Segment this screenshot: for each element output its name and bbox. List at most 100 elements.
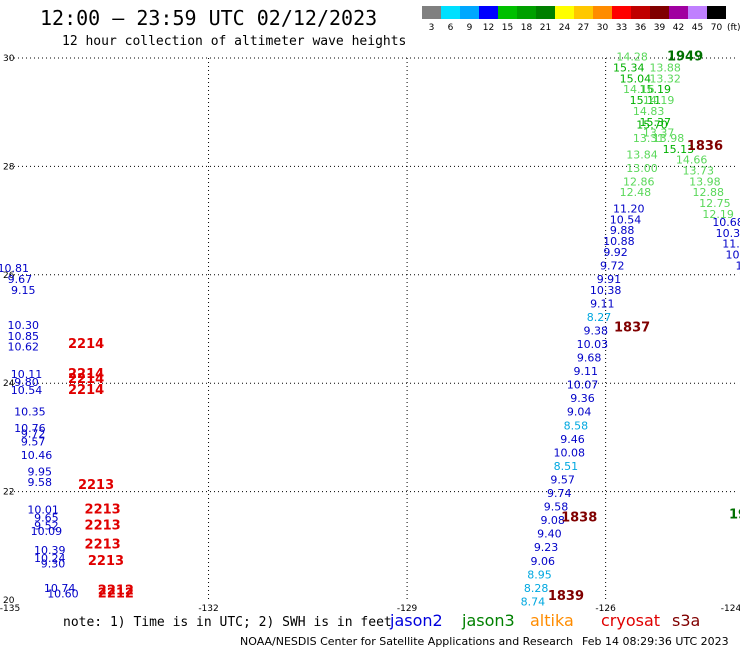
wave-height-value: 12.48 (620, 186, 652, 199)
wave-height-value: 9.52 (34, 520, 59, 533)
wave-height-value: 9.72 (21, 427, 46, 440)
legend-unit: (ft) (727, 23, 740, 33)
wave-height-value: 9.65 (34, 511, 59, 524)
satellite-name-jason3: jason3 (461, 611, 515, 630)
pass-time-label: 2214 (68, 372, 104, 387)
wave-height-value: 10.81 (0, 262, 29, 275)
plot-background (10, 58, 738, 600)
pass-time-label: 2212 (98, 584, 134, 599)
footer-timestamp: Feb 14 08:29:36 UTC 2023 (582, 635, 729, 648)
wave-height-value: 10.39 (34, 544, 66, 557)
wave-height-value: 10.85 (7, 330, 39, 343)
wave-height-value: 12.75 (699, 197, 731, 210)
wave-height-value: 9.06 (531, 555, 556, 568)
wave-height-value: 9.58 (544, 501, 569, 514)
x-tick-label: -129 (397, 604, 418, 614)
pass-time-label: 2213 (85, 502, 121, 517)
wave-height-value: 9.92 (603, 246, 628, 259)
wave-height-value: 8.28 (524, 582, 549, 595)
footer-credit: NOAA/NESDIS Center for Satellite Applica… (240, 635, 573, 648)
wave-height-value: 11.37 (722, 238, 740, 251)
legend-swatch (650, 6, 669, 19)
legend-swatch (479, 6, 498, 19)
wave-height-value: 12.19 (702, 208, 734, 221)
satellite-name-cryosat: cryosat (601, 611, 660, 630)
legend-label: 70 (711, 23, 723, 33)
wave-height-value: 13.88 (649, 62, 681, 75)
wave-height-value: 12.86 (623, 175, 655, 188)
wave-height-value: 10.60 (47, 587, 79, 600)
satellite-name-altika: altika (530, 611, 574, 630)
legend-swatch (688, 6, 707, 19)
y-tick-label: 30 (3, 54, 15, 64)
pass-time-label: 1949 (667, 50, 703, 65)
wave-height-value: 8.51 (554, 460, 579, 473)
wave-height-value: 14.19 (643, 94, 675, 107)
wave-height-value: 10.08 (553, 446, 585, 459)
pass-time-label: 2213 (85, 519, 121, 534)
legend-swatch (517, 6, 536, 19)
wave-height-value: 9.23 (534, 541, 559, 554)
wave-height-value: 10.35 (14, 406, 46, 419)
legend-label: 24 (559, 23, 571, 33)
wave-height-value: 10.01 (27, 503, 59, 516)
legend-swatch (593, 6, 612, 19)
wave-height-value: 10.24 (34, 552, 66, 565)
legend-label: 33 (616, 23, 627, 33)
wave-height-value: 15.11 (630, 94, 662, 107)
wave-height-value: 9.30 (41, 557, 66, 570)
pass-labels: 1949183619501837195118381918392214221422… (68, 50, 740, 604)
wave-height-value: 8.27 (587, 311, 612, 324)
wave-height-value: 14.28 (616, 51, 648, 64)
y-tick-label: 28 (3, 162, 15, 172)
wave-height-value: 8.74 (521, 595, 546, 608)
pass-time-label: 1839 (548, 589, 584, 604)
wave-height-value: 9.95 (28, 465, 53, 478)
pass-time-label: 1838 (561, 510, 597, 525)
wave-height-value: 9.11 (590, 297, 615, 310)
wave-height-value: 10.54 (610, 213, 642, 226)
legend-swatch (441, 6, 460, 19)
wave-height-value: 15.70 (636, 118, 668, 131)
pass-time-label: 2214 (68, 383, 104, 398)
wave-height-value: 9.91 (597, 273, 622, 286)
y-tick-label: 20 (3, 596, 15, 606)
wave-height-value: 10.09 (31, 525, 63, 538)
wave-height-value: 9.36 (570, 392, 595, 405)
legend-swatch (422, 6, 441, 19)
y-tick-label: 22 (3, 488, 14, 498)
wave-height-value: 14.66 (676, 154, 708, 167)
wave-height-value: 9.04 (567, 406, 592, 419)
legend-label: 18 (521, 23, 533, 33)
wave-height-value: 13.31 (633, 132, 665, 145)
wave-height-value: 13.98 (689, 175, 721, 188)
wave-height-value: 9.74 (547, 487, 572, 500)
wave-height-value: 10.07 (567, 379, 599, 392)
legend-label: 21 (540, 23, 551, 33)
pass-time-label: 2213 (85, 538, 121, 553)
wave-height-value: 13.98 (653, 132, 685, 145)
wave-height-value: 13.00 (626, 162, 658, 175)
wave-height-value: 15.19 (640, 83, 672, 96)
y-tick-label: 26 (3, 271, 15, 281)
wave-height-value: 8.58 (564, 419, 589, 432)
satellite-name-jason2: jason2 (389, 611, 443, 630)
wave-height-value: 11.20 (613, 202, 645, 215)
pass-time-label: 2214 (68, 367, 104, 382)
wave-height-value: 9.80 (14, 376, 39, 389)
legend-label: 45 (692, 23, 703, 33)
pass-time-label: 2213 (78, 478, 114, 493)
chart-subtitle: 12 hour collection of altimeter wave hei… (62, 34, 406, 49)
wave-height-value: 9.68 (577, 352, 602, 365)
wave-height-value: 10.38 (590, 284, 622, 297)
legend-swatch (555, 6, 574, 19)
wave-height-value: 10.32 (716, 227, 740, 240)
pass-time-label: 1837 (614, 321, 650, 336)
wave-height-value: 15.13 (663, 143, 695, 156)
legend-swatch (707, 6, 726, 19)
wave-height-value: 9.57 (550, 473, 575, 486)
wave-height-value: 10.88 (603, 235, 635, 248)
